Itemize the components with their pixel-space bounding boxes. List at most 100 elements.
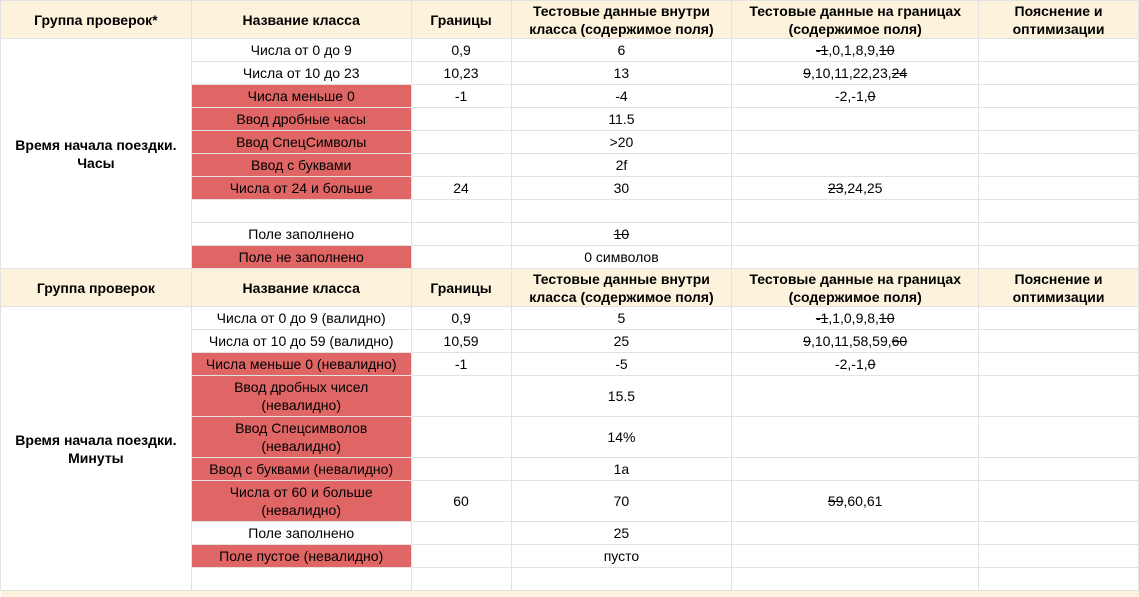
class-name-cell[interactable]: Ввод с буквами — [190, 153, 412, 177]
notes-cell[interactable] — [978, 61, 1139, 85]
bounds-cell[interactable]: 60 — [410, 480, 512, 522]
header-edge-data[interactable]: Тестовые данные на границах (содержимое … — [731, 268, 980, 307]
inside-data-cell[interactable]: 70 — [510, 480, 733, 522]
notes-cell[interactable] — [978, 84, 1139, 108]
bounds-cell[interactable] — [410, 199, 512, 223]
group-cell[interactable]: Время начала поездки. Минуты — [0, 306, 192, 591]
edge-data-cell[interactable] — [731, 416, 980, 458]
header-inside-data[interactable]: Тестовые данные внутри класса (содержимо… — [510, 0, 733, 39]
inside-data-cell[interactable]: 25 — [510, 329, 733, 353]
inside-data-cell[interactable]: 5 — [510, 306, 733, 330]
bounds-cell[interactable] — [410, 375, 512, 417]
class-name-cell[interactable]: Поле заполнено — [190, 222, 412, 246]
inside-data-cell[interactable] — [510, 567, 733, 591]
edge-data-cell[interactable] — [731, 107, 980, 131]
inside-data-cell[interactable]: 15.5 — [510, 375, 733, 417]
inside-data-cell[interactable]: 30 — [510, 176, 733, 200]
class-name-cell[interactable]: Числа от 10 до 59 (валидно) — [190, 329, 412, 353]
bounds-cell[interactable] — [410, 222, 512, 246]
bounds-cell[interactable] — [410, 457, 512, 481]
edge-data-cell[interactable]: -1,0,1,8,9,10 — [731, 38, 980, 62]
header-class-name[interactable]: Название класса — [190, 268, 412, 307]
inside-data-cell[interactable]: -5 — [510, 352, 733, 376]
notes-cell[interactable] — [978, 245, 1139, 269]
edge-data-cell[interactable]: -2,-1,0 — [731, 84, 980, 108]
bounds-cell[interactable] — [410, 567, 512, 591]
inside-data-cell[interactable]: 13 — [510, 61, 733, 85]
bounds-cell[interactable]: 10,23 — [410, 61, 512, 85]
inside-data-cell[interactable]: 1а — [510, 457, 733, 481]
class-name-cell[interactable]: Поле заполнено — [190, 521, 412, 545]
class-name-cell[interactable]: Числа от 0 до 9 (валидно) — [190, 306, 412, 330]
edge-data-cell[interactable]: 23,24,25 — [731, 176, 980, 200]
edge-data-cell[interactable]: -2,-1,0 — [731, 352, 980, 376]
header-class-name[interactable]: Название класса — [190, 0, 412, 39]
edge-data-cell[interactable]: -1,1,0,9,8,10 — [731, 306, 980, 330]
bounds-cell[interactable]: 0,9 — [410, 38, 512, 62]
edge-data-cell[interactable] — [731, 153, 980, 177]
inside-data-cell[interactable] — [510, 199, 733, 223]
bounds-cell[interactable]: 24 — [410, 176, 512, 200]
edge-data-cell[interactable]: 9,10,11,58,59,60 — [731, 329, 980, 353]
bounds-cell[interactable] — [410, 130, 512, 154]
bounds-cell[interactable]: -1 — [410, 84, 512, 108]
edge-data-cell[interactable] — [731, 130, 980, 154]
header-group[interactable]: Группа проверок — [0, 268, 192, 307]
notes-cell[interactable] — [978, 306, 1139, 330]
edge-data-cell[interactable] — [731, 245, 980, 269]
inside-data-cell[interactable]: 2f — [510, 153, 733, 177]
edge-data-cell[interactable] — [731, 199, 980, 223]
notes-cell[interactable] — [978, 567, 1139, 591]
notes-cell[interactable] — [978, 329, 1139, 353]
notes-cell[interactable] — [978, 375, 1139, 417]
class-name-cell[interactable]: Числа меньше 0 — [190, 84, 412, 108]
notes-cell[interactable] — [978, 130, 1139, 154]
bounds-cell[interactable] — [410, 245, 512, 269]
header-bounds[interactable]: Границы — [410, 268, 512, 307]
notes-cell[interactable] — [978, 222, 1139, 246]
class-name-cell[interactable]: Числа от 24 и больше — [190, 176, 412, 200]
edge-data-cell[interactable] — [731, 375, 980, 417]
bounds-cell[interactable] — [410, 544, 512, 568]
header-group[interactable]: Группа проверок* — [0, 0, 192, 39]
notes-cell[interactable] — [978, 521, 1139, 545]
class-name-cell[interactable]: Ввод дробные часы — [190, 107, 412, 131]
edge-data-cell[interactable] — [731, 521, 980, 545]
edge-data-cell[interactable] — [731, 457, 980, 481]
notes-cell[interactable] — [978, 199, 1139, 223]
class-name-cell[interactable]: Поле не заполнено — [190, 245, 412, 269]
inside-data-cell[interactable]: пусто — [510, 544, 733, 568]
group-cell[interactable]: Время начала поездки. Часы — [0, 38, 192, 269]
inside-data-cell[interactable]: 14% — [510, 416, 733, 458]
notes-cell[interactable] — [978, 352, 1139, 376]
header-inside-data[interactable]: Тестовые данные внутри класса (содержимо… — [510, 268, 733, 307]
inside-data-cell[interactable]: -4 — [510, 84, 733, 108]
class-name-cell[interactable]: Числа от 0 до 9 — [190, 38, 412, 62]
class-name-cell[interactable] — [190, 567, 412, 591]
header-notes[interactable]: Пояснение и оптимизации — [978, 268, 1139, 307]
class-name-cell[interactable] — [190, 199, 412, 223]
inside-data-cell[interactable]: >20 — [510, 130, 733, 154]
inside-data-cell[interactable]: 0 символов — [510, 245, 733, 269]
header-edge-data[interactable]: Тестовые данные на границах (содержимое … — [731, 0, 980, 39]
bounds-cell[interactable]: -1 — [410, 352, 512, 376]
bounds-cell[interactable] — [410, 153, 512, 177]
bounds-cell[interactable]: 10,59 — [410, 329, 512, 353]
edge-data-cell[interactable] — [731, 544, 980, 568]
notes-cell[interactable] — [978, 176, 1139, 200]
header-notes[interactable]: Пояснение и оптимизации — [978, 0, 1139, 39]
edge-data-cell[interactable] — [731, 567, 980, 591]
inside-data-cell[interactable]: 11.5 — [510, 107, 733, 131]
bounds-cell[interactable]: 0,9 — [410, 306, 512, 330]
edge-data-cell[interactable]: 9,10,11,22,23,24 — [731, 61, 980, 85]
notes-cell[interactable] — [978, 544, 1139, 568]
bounds-cell[interactable] — [410, 521, 512, 545]
notes-cell[interactable] — [978, 457, 1139, 481]
bounds-cell[interactable] — [410, 416, 512, 458]
notes-cell[interactable] — [978, 38, 1139, 62]
inside-data-cell[interactable]: 25 — [510, 521, 733, 545]
edge-data-cell[interactable] — [731, 222, 980, 246]
class-name-cell[interactable]: Ввод СпецСимволы — [190, 130, 412, 154]
class-name-cell[interactable]: Ввод с буквами (невалидно) — [190, 457, 412, 481]
class-name-cell[interactable]: Ввод Спецсимволов (невалидно) — [190, 416, 412, 458]
